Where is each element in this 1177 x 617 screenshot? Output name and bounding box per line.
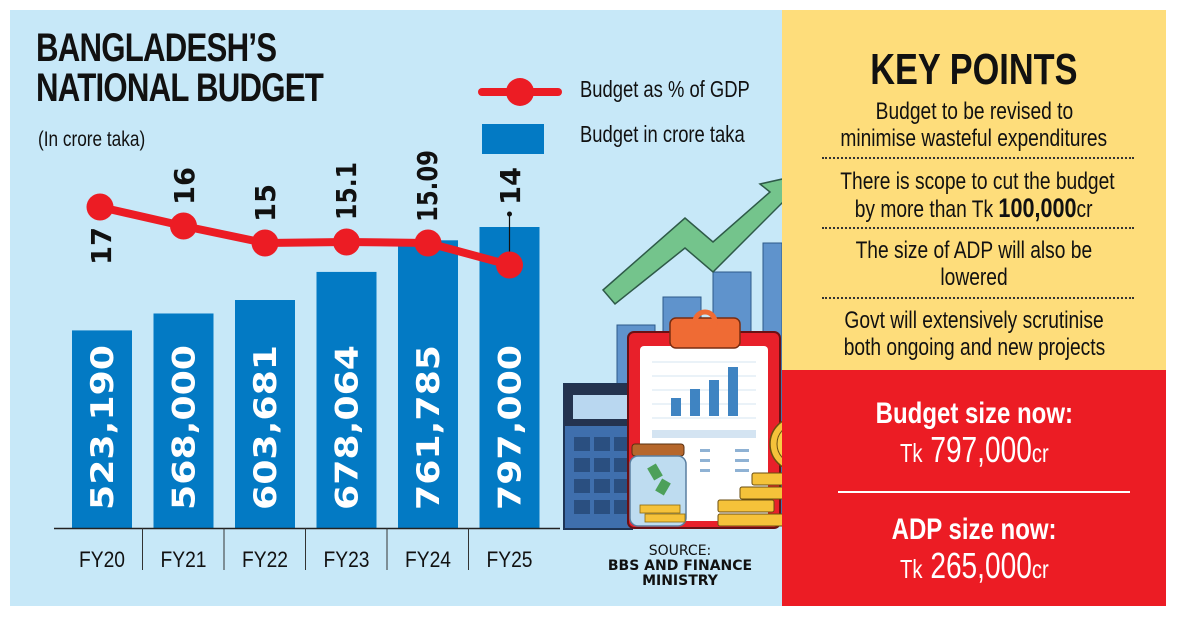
key-point-item: There is scope to cut the budget by more… [806,168,1142,223]
bar-value-label: 678,064 [330,345,366,510]
key-point-item: Govt will extensively scrutinise both on… [806,307,1142,361]
bar-value-label: 797,000 [493,345,529,510]
gdp-point-fy24 [415,230,442,257]
key-points-panel: KEY POINTS Budget to be revised to minim… [782,10,1166,370]
x-tick-label: FY21 [161,547,207,572]
x-tick-label: FY22 [242,547,288,572]
legend-bar-swatch [482,124,544,154]
bar-value-label: 523,190 [85,345,121,510]
gdp-value-label: 17 [85,227,118,265]
x-tick-label: FY20 [79,547,125,572]
key-point-item: The size of ADP will also be lowered [806,237,1142,291]
key-point-item: Budget to be revised to minimise wastefu… [806,98,1142,152]
label-leader-dot [507,212,512,217]
source-label: SOURCE: [580,544,780,559]
budget-size-block: Budget size now: Tk 797,000cr [782,398,1166,473]
budget-size-label: Budget size now: [875,398,1072,430]
gdp-value-label: 15.09 [411,150,444,222]
gdp-value-label: 15 [249,184,282,222]
gdp-value-label: 15.1 [330,162,363,220]
gdp-value-label: 16 [168,167,201,205]
budget-size-value: 797,000 [930,429,1032,470]
bar-value-label: 568,000 [167,345,203,510]
source-note: SOURCE: BBS AND FINANCE MINISTRY [580,544,780,589]
adp-size-value: 265,000 [930,545,1032,586]
finance-illustration-icon [564,175,782,529]
budget-currency: Tk [900,438,923,468]
gdp-value-label: 14 [494,167,527,205]
x-tick-label: FY25 [487,547,533,572]
gdp-point-fy25 [496,252,523,279]
summary-divider [838,491,1130,493]
bar-value-label: 761,785 [411,345,447,510]
gdp-point-fy20 [87,194,114,221]
dotted-divider [822,157,1134,159]
source-line-1: BBS AND FINANCE [580,559,780,574]
dotted-divider [822,227,1134,229]
gdp-point-fy23 [333,229,360,256]
adp-unit: cr [1031,554,1048,584]
adp-currency: Tk [900,554,923,584]
key-points-title: KEY POINTS [782,48,1166,92]
legend-line-label: Budget as % of GDP [580,76,750,103]
budget-unit: cr [1031,438,1048,468]
x-tick-label: FY23 [324,547,370,572]
adp-size-block: ADP size now: Tk 265,000cr [782,514,1166,589]
legend-line-swatch [472,70,562,110]
x-tick-label: FY24 [405,547,451,572]
source-line-2: MINISTRY [580,574,780,589]
adp-size-label: ADP size now: [892,514,1057,546]
dotted-divider [822,297,1134,299]
gdp-point-fy22 [252,230,279,257]
legend-bar-label: Budget in crore taka [580,121,745,148]
summary-panel: Budget size now: Tk 797,000cr ADP size n… [782,370,1166,606]
gdp-point-fy21 [170,213,197,240]
bar-value-label: 603,681 [248,345,284,510]
